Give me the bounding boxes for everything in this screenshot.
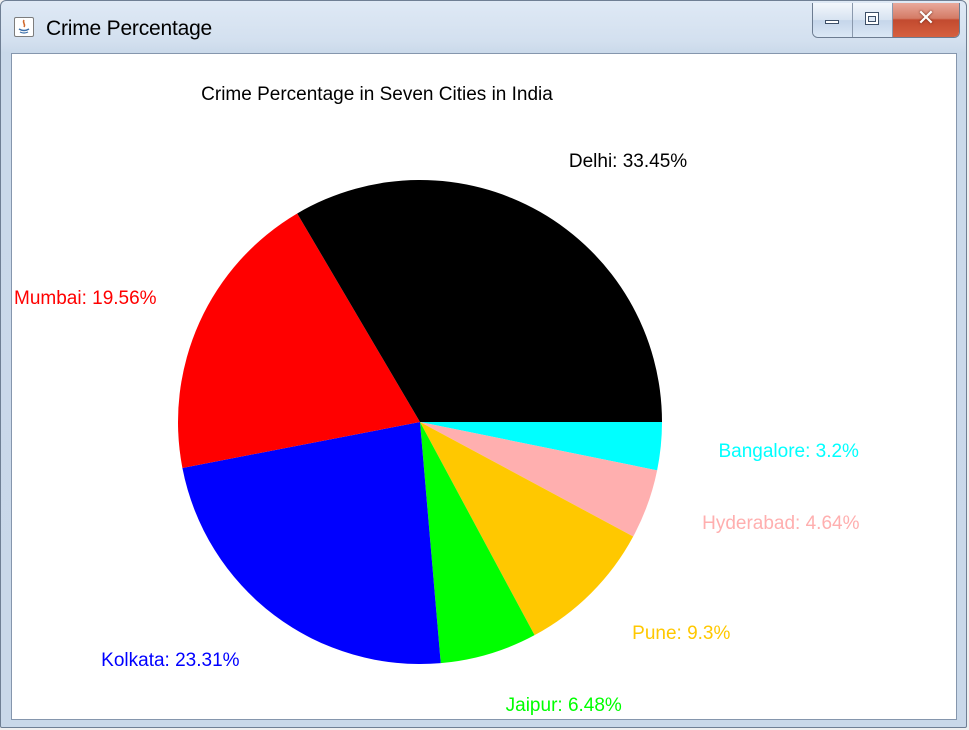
slice-label-pune: Pune: 9.3%: [632, 623, 731, 645]
pie-chart: [178, 180, 662, 664]
window-title: Crime Percentage: [46, 17, 213, 40]
minimize-button[interactable]: [813, 3, 853, 37]
close-icon: ✕: [916, 6, 936, 31]
slice-label-jaipur: Jaipur: 6.48%: [505, 695, 622, 716]
close-button[interactable]: ✕: [893, 3, 959, 37]
title-bar[interactable]: Crime Percentage ✕: [1, 1, 966, 53]
pie-slice-jaipur: [420, 422, 535, 664]
maximize-icon: [865, 12, 879, 25]
pie-slice-delhi: [297, 180, 662, 422]
minimize-icon: [825, 20, 839, 24]
slice-label-bangalore: Bangalore: 3.2%: [718, 441, 859, 463]
maximize-button[interactable]: [853, 3, 893, 37]
pie-slice-mumbai: [178, 213, 420, 468]
chart-title: Crime Percentage in Seven Cities in Indi…: [201, 84, 553, 105]
java-app-icon[interactable]: [14, 17, 34, 37]
slice-label-kolkata: Kolkata: 23.31%: [101, 650, 240, 672]
slice-label-hyderabad: Hyderabad: 4.64%: [702, 513, 860, 535]
slice-label-mumbai: Mumbai: 19.56%: [14, 287, 157, 309]
slice-label-delhi: Delhi: 33.45%: [568, 150, 688, 172]
pie-slice-pune: [420, 422, 634, 636]
pie-slice-hyderabad: [420, 422, 658, 537]
window-controls: ✕: [812, 3, 960, 38]
pie-slice-kolkata: [182, 422, 441, 664]
pie-slice-bangalore: [420, 422, 662, 471]
chart-panel: Crime Percentage in Seven Cities in Indi…: [11, 53, 957, 720]
